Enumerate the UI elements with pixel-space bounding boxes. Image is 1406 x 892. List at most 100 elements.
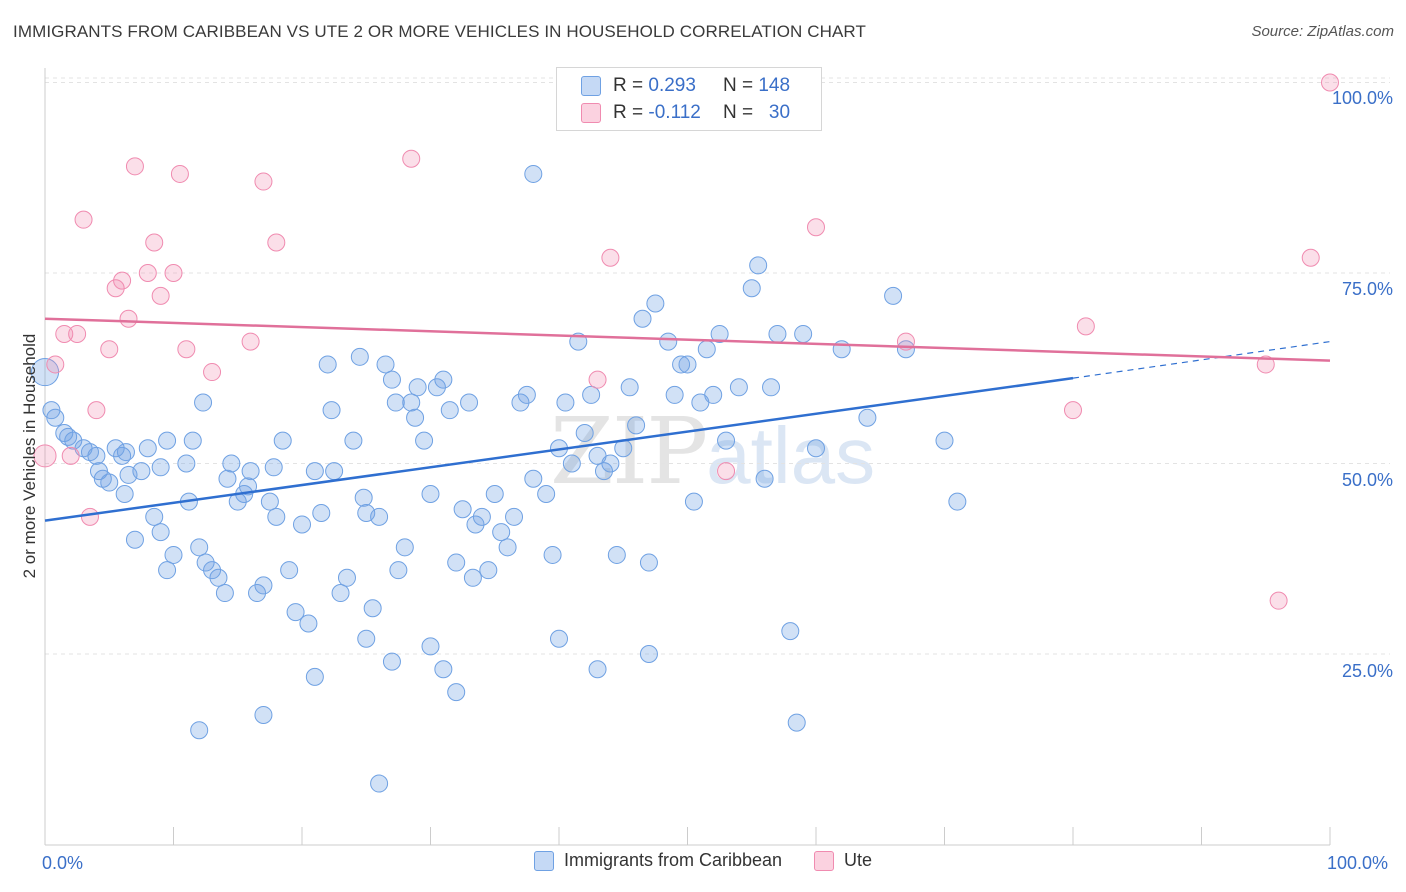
point-caribbean: [402, 393, 421, 412]
point-ute: [33, 444, 57, 468]
point-caribbean: [659, 332, 678, 351]
point-ute: [145, 233, 164, 252]
legend-row-ute: R = -0.112 N = 30: [557, 100, 790, 126]
point-caribbean: [858, 408, 877, 427]
point-ute: [203, 363, 222, 382]
point-caribbean: [218, 469, 237, 488]
legend-item-ute: Ute: [814, 850, 872, 871]
point-caribbean: [466, 515, 485, 534]
point-caribbean: [434, 660, 453, 679]
point-caribbean: [639, 645, 658, 663]
point-ute: [151, 286, 170, 305]
point-caribbean: [678, 355, 697, 374]
point-caribbean: [100, 473, 119, 492]
point-caribbean: [389, 561, 408, 580]
point-caribbean: [447, 683, 466, 702]
point-caribbean: [138, 439, 157, 458]
legend-label-caribbean: Immigrants from Caribbean: [563, 850, 783, 870]
y-axis-label: 2 or more Vehicles in Household: [20, 333, 39, 579]
y-tick-25: 25.0%: [1341, 661, 1393, 681]
point-caribbean: [421, 484, 440, 503]
point-caribbean: [787, 713, 806, 732]
point-caribbean: [337, 568, 356, 587]
source-label: Source: ZipAtlas.com: [1251, 23, 1394, 40]
point-caribbean: [665, 385, 684, 404]
point-caribbean: [222, 454, 241, 473]
point-caribbean: [620, 378, 639, 397]
point-caribbean: [254, 705, 273, 724]
point-ute: [119, 309, 138, 328]
point-caribbean: [768, 324, 787, 343]
legend-n-label: N =: [722, 75, 754, 96]
point-caribbean: [697, 340, 716, 359]
chart-title: IMMIGRANTS FROM CARIBBEAN VS UTE 2 OR MO…: [13, 22, 866, 41]
point-caribbean: [286, 603, 305, 622]
point-caribbean: [463, 568, 482, 587]
point-caribbean: [511, 393, 530, 412]
legend-n-label: N =: [722, 102, 754, 123]
legend-label-ute: Ute: [844, 850, 873, 870]
x-tick-100: 100.0%: [1327, 853, 1389, 873]
point-ute: [138, 264, 157, 282]
point-caribbean: [524, 164, 543, 183]
point-caribbean: [562, 454, 581, 473]
point-caribbean: [406, 408, 425, 427]
point-caribbean: [350, 347, 369, 366]
point-ute: [100, 340, 119, 359]
correlation-legend: R = 0.293 N = 148 R = -0.112 N = 30: [556, 67, 822, 131]
point-ute: [1321, 73, 1339, 92]
point-caribbean: [370, 507, 389, 526]
point-caribbean: [646, 294, 665, 313]
point-caribbean: [190, 538, 209, 557]
point-ute: [87, 401, 106, 420]
point-caribbean: [935, 431, 954, 450]
trendline-caribbean: [44, 376, 1074, 522]
point-caribbean: [485, 484, 504, 503]
point-caribbean: [248, 584, 267, 603]
point-caribbean: [215, 584, 234, 603]
point-ute: [106, 279, 125, 298]
point-caribbean: [344, 431, 363, 450]
point-ute: [254, 172, 273, 191]
point-caribbean: [684, 492, 703, 511]
point-caribbean: [408, 378, 427, 397]
point-ute: [125, 157, 144, 176]
legend-r-value: -0.112: [648, 102, 701, 123]
point-ute: [1301, 248, 1320, 267]
point-caribbean: [505, 507, 524, 526]
point-caribbean: [498, 538, 517, 557]
point-caribbean: [151, 458, 170, 477]
point-caribbean: [331, 584, 350, 603]
point-ute: [170, 164, 189, 183]
point-caribbean: [382, 652, 401, 671]
point-caribbean: [322, 401, 341, 420]
point-ute: [1064, 401, 1082, 420]
point-caribbean: [280, 561, 299, 580]
point-caribbean: [194, 393, 213, 412]
point-caribbean: [729, 378, 748, 397]
point-ute: [717, 462, 736, 481]
point-caribbean: [421, 637, 440, 656]
point-caribbean: [517, 385, 536, 404]
point-caribbean: [582, 385, 601, 404]
point-caribbean: [386, 393, 405, 412]
point-caribbean: [607, 545, 626, 564]
point-caribbean: [633, 309, 652, 328]
legend-swatch-blue: [581, 76, 601, 96]
point-ute: [601, 248, 620, 267]
point-caribbean: [203, 561, 222, 580]
legend-swatch-pink: [581, 103, 601, 123]
point-caribbean: [627, 416, 646, 435]
legend-item-caribbean: Immigrants from Caribbean: [533, 850, 783, 871]
point-ute: [402, 149, 421, 168]
point-caribbean: [254, 576, 273, 595]
point-caribbean: [183, 431, 202, 450]
point-caribbean: [273, 431, 292, 450]
point-ute: [74, 210, 93, 229]
point-caribbean: [318, 355, 337, 374]
series-legend: Immigrants from Caribbean Ute: [0, 850, 1406, 871]
point-caribbean: [164, 545, 183, 564]
point-caribbean: [267, 507, 286, 526]
point-caribbean: [325, 462, 344, 481]
